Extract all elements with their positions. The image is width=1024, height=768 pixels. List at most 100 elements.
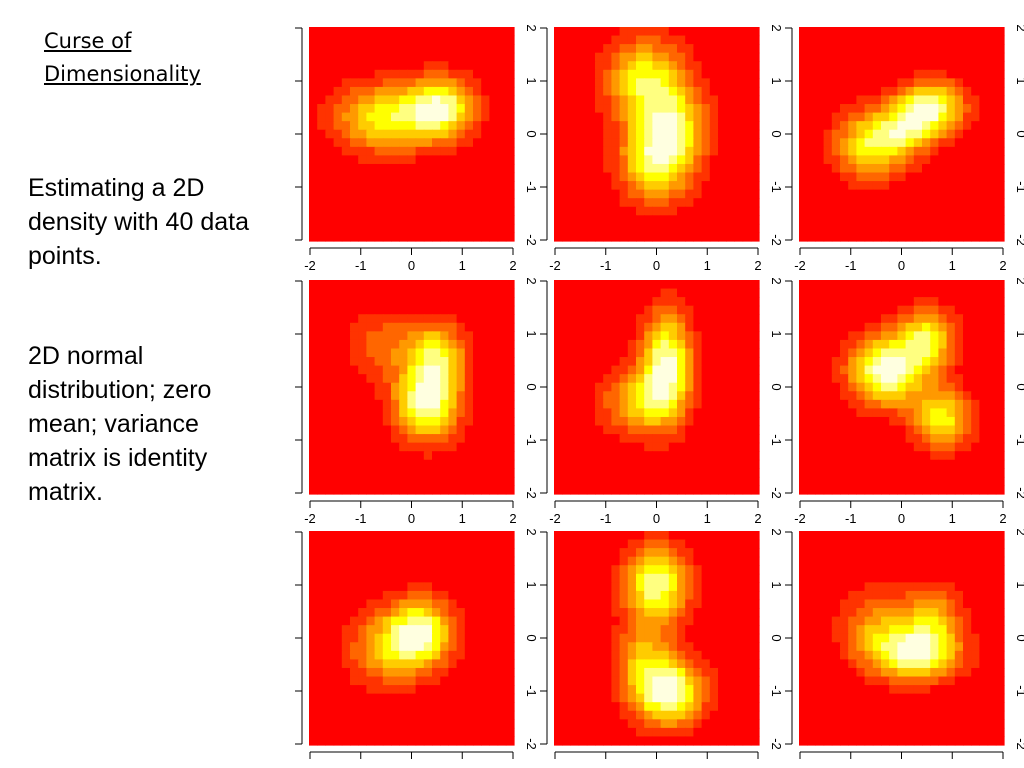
heatmap-cell bbox=[578, 625, 588, 635]
heatmap-cell bbox=[448, 485, 458, 495]
heatmap-cell bbox=[971, 297, 980, 307]
heatmap-cell bbox=[685, 590, 694, 601]
heatmap-cell bbox=[423, 556, 433, 566]
heatmap-cell bbox=[840, 61, 849, 71]
heatmap-cell bbox=[922, 374, 931, 384]
heatmap-cell bbox=[734, 408, 744, 418]
heatmap-cell bbox=[341, 650, 351, 660]
heatmap-cell bbox=[317, 331, 326, 341]
heatmap-cell bbox=[423, 322, 433, 332]
heatmap-cell bbox=[374, 357, 384, 367]
heatmap-cell bbox=[677, 365, 686, 375]
heatmap-cell bbox=[415, 163, 425, 174]
heatmap-cell bbox=[489, 539, 499, 549]
heatmap-cell bbox=[668, 556, 678, 566]
y-tick-label: 2 bbox=[524, 528, 539, 535]
heatmap-cell bbox=[595, 44, 604, 54]
heatmap-cell bbox=[742, 305, 752, 315]
heatmap-cell bbox=[448, 314, 458, 324]
heatmap-cell bbox=[718, 451, 727, 461]
heatmap-cell bbox=[570, 348, 580, 358]
heatmap-cell bbox=[554, 531, 563, 541]
heatmap-cell bbox=[726, 616, 735, 626]
heatmap-cell bbox=[831, 434, 841, 444]
heatmap-cell bbox=[685, 121, 694, 131]
heatmap-cell bbox=[701, 348, 711, 358]
heatmap-cell bbox=[611, 288, 621, 298]
heatmap-cell bbox=[971, 232, 980, 242]
heatmap-cell bbox=[464, 565, 474, 575]
heatmap-cell bbox=[726, 531, 735, 541]
heatmap-cell bbox=[619, 288, 629, 298]
heatmap-cell bbox=[685, 608, 694, 618]
heatmap-cell bbox=[578, 138, 588, 148]
heatmap-cell bbox=[358, 667, 367, 678]
heatmap-cell bbox=[489, 129, 499, 139]
heatmap-cell bbox=[807, 146, 816, 156]
heatmap-cell bbox=[627, 189, 637, 199]
heatmap-cell bbox=[987, 425, 997, 435]
heatmap-cell bbox=[325, 608, 335, 618]
heatmap-cell bbox=[578, 121, 588, 131]
heatmap-cell bbox=[668, 676, 678, 686]
heatmap-cell bbox=[946, 61, 956, 71]
heatmap-cell bbox=[734, 548, 744, 558]
heatmap-cell bbox=[611, 582, 621, 592]
heatmap-cell bbox=[807, 451, 816, 461]
heatmap-cell bbox=[374, 121, 384, 131]
heatmap-cell bbox=[325, 172, 335, 182]
heatmap-cell bbox=[677, 297, 686, 307]
heatmap-cell bbox=[930, 434, 939, 444]
heatmap-cell bbox=[374, 206, 384, 216]
heatmap-cell bbox=[938, 485, 948, 495]
heatmap-cell bbox=[701, 667, 711, 678]
heatmap-cell bbox=[407, 382, 417, 392]
heatmap-cell bbox=[366, 223, 376, 234]
heatmap-cell bbox=[799, 348, 808, 358]
heatmap-cell bbox=[995, 374, 1005, 384]
heatmap-cell bbox=[864, 198, 874, 208]
heatmap-cell bbox=[668, 391, 678, 401]
heatmap-cell bbox=[864, 35, 874, 45]
heatmap-cell bbox=[341, 305, 351, 315]
heatmap-cell bbox=[636, 223, 645, 234]
heatmap-cell bbox=[856, 357, 866, 367]
heatmap-cell bbox=[807, 339, 816, 350]
heatmap-cell bbox=[889, 138, 898, 148]
heatmap-cell bbox=[554, 556, 563, 566]
heatmap-cell bbox=[709, 659, 719, 669]
heatmap-cell bbox=[905, 391, 915, 401]
heatmap-cell bbox=[497, 736, 507, 746]
heatmap-cell bbox=[913, 61, 923, 71]
heatmap-cell bbox=[570, 35, 580, 45]
heatmap-cell bbox=[570, 556, 580, 566]
heatmap-cell bbox=[423, 565, 433, 575]
heatmap-cell bbox=[473, 727, 482, 738]
heatmap-cell bbox=[750, 121, 760, 131]
heatmap-cell bbox=[350, 608, 359, 618]
heatmap-cell bbox=[864, 95, 874, 105]
heatmap-cell bbox=[489, 459, 499, 469]
heatmap-cell bbox=[595, 232, 604, 242]
heatmap-cell bbox=[979, 138, 989, 148]
heatmap-cell bbox=[325, 374, 335, 384]
heatmap-cell bbox=[481, 642, 490, 652]
heatmap-cell bbox=[481, 198, 490, 208]
heatmap-cell bbox=[473, 531, 482, 541]
heatmap-cell bbox=[693, 434, 703, 444]
heatmap-cell bbox=[995, 138, 1005, 148]
heatmap-cell bbox=[562, 659, 571, 669]
heatmap-cell bbox=[578, 608, 588, 618]
heatmap-cell bbox=[440, 198, 449, 208]
heatmap-cell bbox=[595, 539, 604, 549]
heatmap-cell bbox=[554, 112, 563, 122]
heatmap-cell bbox=[391, 61, 400, 71]
heatmap-cell bbox=[448, 459, 458, 469]
heatmap-cell bbox=[586, 476, 596, 487]
heatmap-cell bbox=[366, 676, 376, 686]
heatmap-cell bbox=[399, 374, 408, 384]
heatmap-cell bbox=[497, 382, 507, 392]
heatmap-cell bbox=[595, 223, 604, 234]
heatmap-cell bbox=[505, 434, 515, 444]
heatmap-cell bbox=[374, 548, 384, 558]
